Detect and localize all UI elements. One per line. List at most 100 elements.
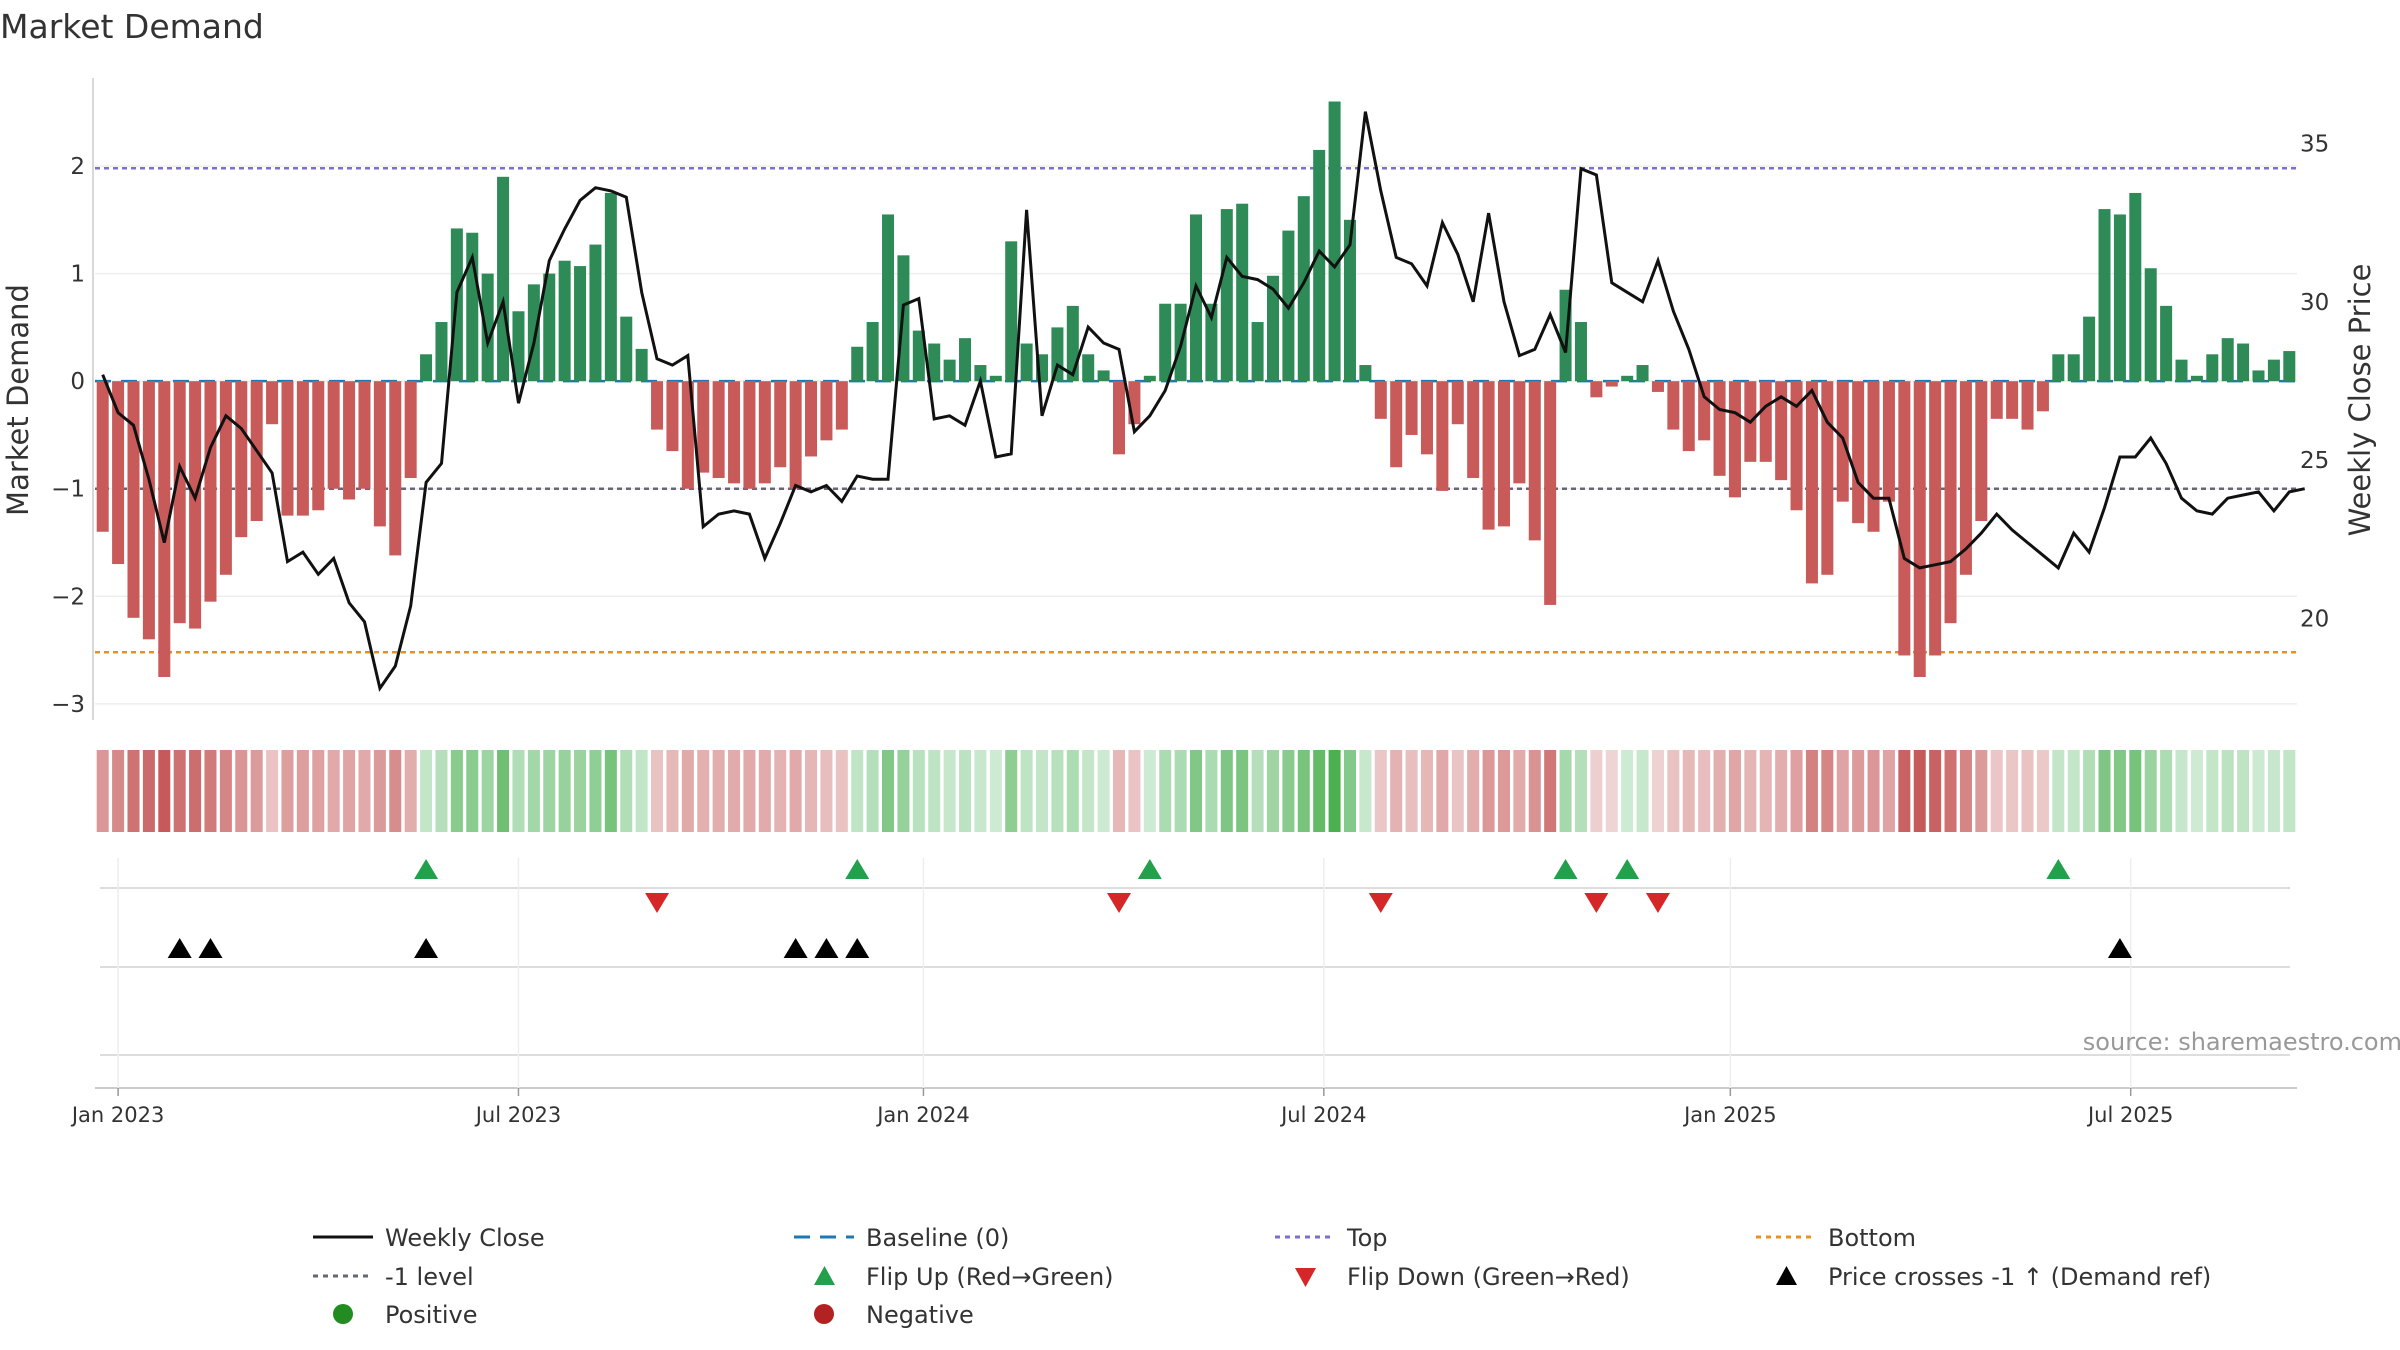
- demand-bar-negative: [1882, 381, 1895, 502]
- heat-cell: [1913, 750, 1926, 832]
- demand-bar-negative: [404, 381, 417, 478]
- right-tick-label: 35: [2300, 131, 2329, 157]
- demand-bar-negative: [1436, 381, 1449, 491]
- demand-bar-negative: [1975, 381, 1988, 522]
- demand-bar-positive: [2283, 351, 2296, 382]
- heat-cell: [527, 750, 540, 832]
- heat-cell: [1174, 750, 1187, 832]
- heat-cell: [1405, 750, 1418, 832]
- heat-cell: [173, 750, 186, 832]
- heat-cell: [1420, 750, 1433, 832]
- heat-cell: [466, 750, 479, 832]
- heat-cell: [851, 750, 864, 832]
- demand-bar-negative: [1405, 381, 1418, 435]
- demand-bar-positive: [2252, 370, 2265, 382]
- heat-cell: [1051, 750, 1064, 832]
- demand-bar-positive: [1636, 365, 1649, 382]
- heat-cell: [789, 750, 802, 832]
- heat-cell: [1205, 750, 1218, 832]
- legend-price-cross: Price crosses -1 ↑ (Demand ref): [1828, 1263, 2211, 1291]
- heat-cell: [2283, 750, 2296, 832]
- heat-cell: [235, 750, 248, 832]
- demand-bar-negative: [373, 381, 386, 527]
- demand-bar-negative: [1590, 381, 1603, 398]
- heat-cell: [1605, 750, 1618, 832]
- heat-cell: [1574, 750, 1587, 832]
- demand-bar-positive: [2144, 268, 2157, 382]
- heat-cell: [1728, 750, 1741, 832]
- heat-cell: [2036, 750, 2049, 832]
- demand-bar-negative: [728, 381, 741, 484]
- heat-cell: [866, 750, 879, 832]
- heat-cell: [1867, 750, 1880, 832]
- heat-cell: [1559, 750, 1572, 832]
- demand-bar-positive: [1251, 322, 1264, 382]
- demand-bar-negative: [1990, 381, 2003, 419]
- heat-cell: [2144, 750, 2157, 832]
- legend-flip-down-swatch: [1295, 1268, 1316, 1287]
- left-tick-label: −3: [51, 692, 85, 718]
- legend-positive: Positive: [385, 1301, 478, 1329]
- flip-up-marker: [1553, 859, 1578, 879]
- heat-cell: [897, 750, 910, 832]
- demand-bar-negative: [1374, 381, 1387, 419]
- heat-cell: [1313, 750, 1326, 832]
- right-tick-label: 20: [2300, 607, 2329, 633]
- heat-cell: [1451, 750, 1464, 832]
- heat-cell: [373, 750, 386, 832]
- heat-cell: [1698, 750, 1711, 832]
- heat-cell: [1852, 750, 1865, 832]
- heat-cell: [1944, 750, 1957, 832]
- demand-bar-negative: [1390, 381, 1403, 468]
- demand-bar-positive: [1220, 209, 1233, 382]
- demand-bar-negative: [1713, 381, 1726, 476]
- heat-cell: [389, 750, 402, 832]
- heat-cell: [435, 750, 448, 832]
- demand-bar-negative: [158, 381, 171, 677]
- x-tick-label: Jul 2023: [474, 1103, 561, 1127]
- price-cross-marker: [414, 938, 439, 958]
- legend-flip-down: Flip Down (Green→Red): [1347, 1263, 1630, 1291]
- x-tick-label: Jul 2025: [2086, 1103, 2173, 1127]
- demand-bar-negative: [96, 381, 109, 532]
- demand-bar-negative: [1528, 381, 1541, 541]
- heat-cell: [1821, 750, 1834, 832]
- flip-down-marker: [645, 893, 670, 913]
- demand-bar-negative: [1944, 381, 1957, 624]
- heat-cell: [620, 750, 633, 832]
- demand-bar-positive: [1359, 365, 1372, 382]
- heat-cell: [743, 750, 756, 832]
- heat-cell: [1713, 750, 1726, 832]
- x-tick-label: Jan 2024: [875, 1103, 970, 1127]
- demand-bar-negative: [774, 381, 787, 468]
- heat-cell: [2267, 750, 2280, 832]
- heat-cell: [928, 750, 941, 832]
- heat-cell: [1651, 750, 1664, 832]
- legend-flip-up: Flip Up (Red→Green): [866, 1263, 1114, 1291]
- demand-bar-positive: [1343, 219, 1356, 382]
- heat-cell: [589, 750, 602, 832]
- heat-cell: [912, 750, 925, 832]
- heat-cell: [1159, 750, 1172, 832]
- demand-bar-negative: [1821, 381, 1834, 575]
- demand-bar-negative: [758, 381, 771, 484]
- signal-gridlines: [117, 858, 2132, 1088]
- demand-bar-positive: [589, 244, 602, 382]
- demand-bar-negative: [1667, 381, 1680, 430]
- demand-bar-positive: [989, 375, 1002, 382]
- demand-bar-negative: [1682, 381, 1695, 452]
- left-axis: 2 1 0 −1 −2 −3: [51, 78, 94, 720]
- heat-cell: [1590, 750, 1603, 832]
- heat-cell: [697, 750, 710, 832]
- flip-up-marker: [2046, 859, 2071, 879]
- heat-cell: [2160, 750, 2173, 832]
- demand-bar-positive: [543, 273, 556, 382]
- heat-cell: [158, 750, 171, 832]
- demand-bar-negative: [789, 381, 802, 489]
- heat-cell: [358, 750, 371, 832]
- heat-cell: [404, 750, 417, 832]
- demand-bar-positive: [2190, 375, 2203, 382]
- demand-bar-positive: [512, 311, 525, 382]
- heat-cell: [296, 750, 309, 832]
- demand-bar-positive: [2052, 354, 2065, 382]
